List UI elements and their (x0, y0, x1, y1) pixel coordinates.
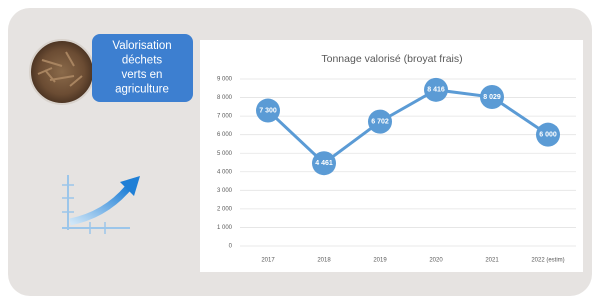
chart-area (200, 40, 583, 272)
slide: Valorisation déchets verts en agriculture T… (0, 0, 600, 302)
x-tick-label: 2022 (estim) (531, 258, 564, 264)
data-label: 8 029 (483, 94, 501, 101)
data-label: 8 416 (427, 87, 445, 94)
y-tick-label: 7 000 (217, 114, 233, 120)
y-tick-label: 4 000 (217, 169, 233, 175)
x-tick-label: 2018 (317, 258, 331, 264)
y-tick-label: 8 000 (217, 95, 233, 101)
data-label: 6 000 (539, 132, 557, 139)
y-tick-label: 3 000 (217, 188, 233, 194)
data-label: 6 702 (371, 118, 389, 125)
x-tick-label: 2020 (429, 258, 443, 264)
y-tick-label: 2 000 (217, 206, 233, 212)
label-line: verts en (122, 69, 163, 81)
data-label: 4 461 (315, 160, 333, 167)
x-tick-label: 2017 (261, 258, 275, 264)
x-tick-label: 2021 (485, 258, 499, 264)
y-tick-label: 9 000 (217, 77, 233, 83)
y-tick-label: 6 000 (217, 132, 233, 138)
mulch-photo (30, 40, 94, 104)
chart-title: Tonnage valorisé (broyat frais) (321, 53, 462, 65)
label-line: Valorisation (112, 40, 171, 52)
label-line: agriculture (115, 84, 169, 96)
label-line: déchets (122, 55, 163, 67)
x-tick-label: 2019 (373, 258, 387, 264)
y-tick-label: 5 000 (217, 151, 233, 157)
y-tick-label: 1 000 (217, 225, 233, 231)
data-label: 7 300 (259, 107, 277, 114)
